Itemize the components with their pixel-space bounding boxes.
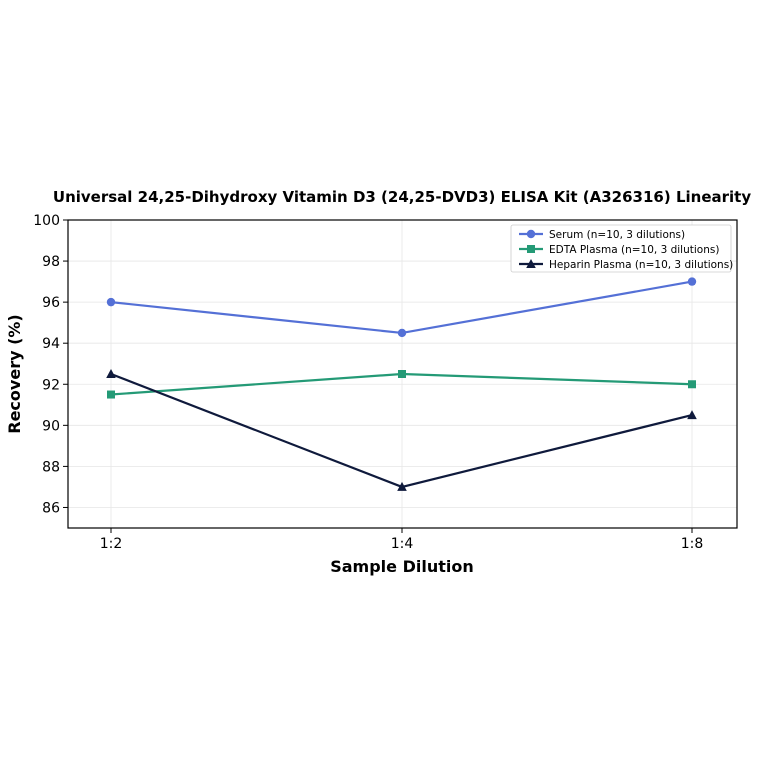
y-tick-label: 88: [42, 459, 60, 475]
data-point: [688, 380, 696, 389]
y-tick-label: 98: [42, 254, 60, 270]
legend-label: Serum (n=10, 3 dilutions): [549, 229, 685, 241]
y-tick-label: 96: [42, 295, 60, 311]
x-tick-label: 1:4: [391, 536, 414, 552]
data-point: [106, 297, 116, 307]
y-tick-label: 100: [33, 213, 60, 229]
y-tick-label: 92: [42, 377, 60, 393]
x-axis-label: Sample Dilution: [330, 557, 474, 576]
legend-box: [510, 224, 732, 273]
y-axis: 86 88 90 92 94 96 98 100: [33, 213, 68, 516]
legend-label: EDTA Plasma (n=10, 3 dilutions): [549, 244, 719, 256]
series-group: [106, 277, 697, 491]
legend-marker: [526, 229, 536, 239]
chart-title: Universal 24,25-Dihydroxy Vitamin D3 (24…: [53, 188, 751, 206]
series-line: [110, 280, 693, 335]
data-point: [107, 390, 115, 399]
data-point: [687, 277, 697, 286]
data-point: [106, 369, 116, 378]
y-tick-label: 90: [42, 418, 60, 434]
x-tick-label: 1:8: [681, 536, 704, 552]
y-tick-label: 86: [42, 500, 60, 516]
data-point: [397, 481, 407, 491]
series-3: [106, 369, 697, 491]
legend-marker: [527, 245, 535, 253]
legend-label: Heparin Plasma (n=10, 3 dilutions): [549, 259, 733, 271]
data-point: [687, 410, 697, 420]
x-axis: 1:2 1:4 1:8: [100, 528, 704, 552]
y-tick-label: 94: [42, 336, 60, 352]
series-1: [106, 277, 697, 338]
series-line: [110, 372, 693, 489]
legend: Serum (n=10, 3 dilutions) EDTA Plasma (n=…: [510, 224, 733, 273]
legend-marker: [526, 259, 536, 268]
data-point: [397, 328, 407, 338]
x-tick-label: 1:2: [100, 536, 123, 552]
data-point: [398, 370, 406, 378]
series-2: [107, 370, 696, 399]
y-axis-label: Recovery (%): [5, 314, 24, 433]
